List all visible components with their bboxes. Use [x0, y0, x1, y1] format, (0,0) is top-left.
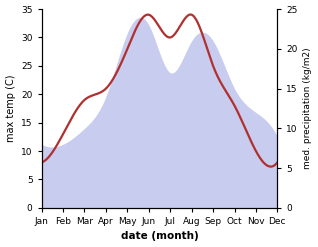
X-axis label: date (month): date (month)	[121, 231, 198, 242]
Y-axis label: max temp (C): max temp (C)	[5, 75, 16, 142]
Y-axis label: med. precipitation (kg/m2): med. precipitation (kg/m2)	[303, 48, 313, 169]
